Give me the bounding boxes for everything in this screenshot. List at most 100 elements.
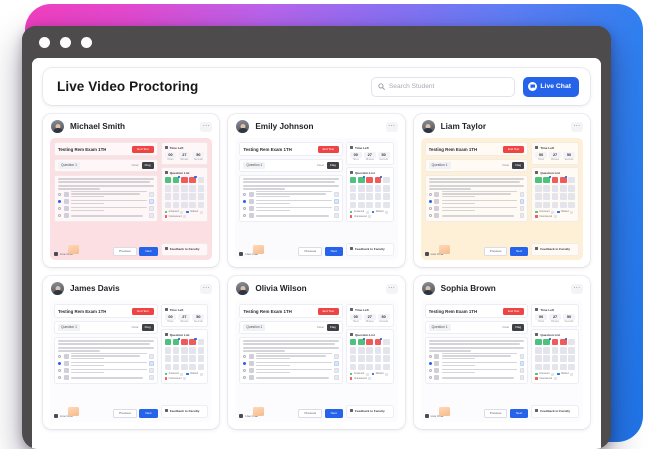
answer-option[interactable] (58, 375, 154, 381)
feedback-panel[interactable]: Feedback to Faculty (160, 243, 209, 256)
answer-option[interactable] (58, 368, 154, 374)
feedback-panel[interactable]: Feedback to Faculty (531, 405, 579, 418)
question-palette[interactable] (535, 176, 576, 209)
question-palette-cell-16[interactable] (535, 363, 542, 371)
answer-option[interactable] (428, 206, 525, 212)
question-palette-cell-6[interactable] (349, 346, 357, 354)
option-flag-icon[interactable] (334, 375, 339, 381)
clear-response-button[interactable]: Clear (316, 325, 324, 330)
window-minimize-dot[interactable] (60, 36, 71, 48)
option-flag-icon[interactable] (149, 213, 154, 219)
question-palette-cell-12[interactable] (172, 193, 180, 200)
question-palette-cell-3[interactable] (366, 176, 374, 184)
option-flag-icon[interactable] (334, 368, 339, 374)
question-palette-cell-9[interactable] (189, 346, 197, 354)
question-palette-cell-7[interactable] (543, 346, 551, 354)
clear-response-button[interactable]: Clear (502, 163, 510, 168)
question-palette-cell-20[interactable] (568, 201, 576, 209)
option-flag-icon[interactable] (149, 361, 154, 367)
exam-live-chat-button[interactable]: Live Chat (239, 414, 258, 418)
option-flag-icon[interactable] (149, 353, 154, 359)
answer-option[interactable] (243, 368, 339, 374)
question-palette-cell-8[interactable] (551, 346, 559, 354)
card-overflow-menu-button[interactable]: ⋯ (200, 283, 213, 294)
question-palette-cell-1[interactable] (164, 338, 172, 346)
end-test-button[interactable]: End Test (132, 307, 154, 315)
question-palette-cell-5[interactable] (568, 338, 576, 346)
question-palette[interactable] (349, 176, 390, 209)
option-flag-icon[interactable] (519, 191, 525, 197)
radio-icon[interactable] (58, 369, 61, 373)
question-palette-cell-14[interactable] (189, 193, 197, 200)
question-palette-cell-1[interactable] (535, 338, 542, 346)
question-palette-cell-4[interactable] (189, 338, 197, 346)
question-palette-cell-8[interactable] (366, 346, 374, 354)
card-overflow-menu-button[interactable]: ⋯ (570, 121, 583, 132)
radio-icon[interactable] (428, 214, 432, 218)
option-flag-icon[interactable] (519, 199, 525, 205)
answer-option[interactable] (58, 206, 154, 212)
radio-icon[interactable] (58, 207, 61, 211)
proctor-screen-share[interactable]: Testing Rem Exam 1TH End Test Question 1… (50, 300, 213, 422)
question-palette-cell-14[interactable] (374, 355, 382, 362)
question-palette-cell-15[interactable] (383, 193, 390, 200)
question-palette-cell-15[interactable] (197, 355, 205, 362)
question-palette-cell-5[interactable] (383, 176, 390, 184)
clear-response-button[interactable]: Clear (131, 163, 139, 168)
option-flag-icon[interactable] (519, 206, 525, 212)
question-palette-cell-12[interactable] (172, 355, 180, 362)
option-flag-icon[interactable] (149, 199, 154, 205)
feedback-panel[interactable]: Feedback to Faculty (531, 243, 579, 256)
previous-question-button[interactable]: Previous (298, 246, 323, 256)
option-flag-icon[interactable] (149, 375, 154, 381)
exam-live-chat-button[interactable]: Live Chat (424, 414, 443, 418)
question-palette-cell-19[interactable] (560, 201, 567, 209)
question-palette-cell-6[interactable] (349, 184, 357, 192)
flag-question-button[interactable]: Flag (512, 324, 525, 331)
radio-icon[interactable] (243, 362, 247, 366)
radio-icon[interactable] (428, 369, 432, 373)
question-palette-cell-9[interactable] (189, 184, 197, 192)
question-palette-cell-12[interactable] (358, 355, 365, 362)
question-palette-cell-20[interactable] (383, 363, 390, 371)
radio-icon[interactable] (428, 376, 432, 380)
question-palette-cell-8[interactable] (366, 184, 374, 192)
flag-question-button[interactable]: Flag (512, 162, 525, 169)
question-palette-cell-19[interactable] (560, 363, 567, 371)
radio-icon[interactable] (58, 362, 61, 366)
question-palette-cell-12[interactable] (543, 355, 551, 362)
question-palette-cell-4[interactable] (374, 176, 382, 184)
question-palette-cell-17[interactable] (358, 201, 365, 209)
question-palette-cell-11[interactable] (349, 355, 357, 362)
question-palette-cell-6[interactable] (164, 346, 172, 354)
question-palette-cell-8[interactable] (551, 184, 559, 192)
option-flag-icon[interactable] (519, 375, 525, 381)
answer-option[interactable] (243, 206, 339, 212)
previous-question-button[interactable]: Previous (483, 246, 508, 256)
radio-icon[interactable] (428, 200, 432, 204)
question-palette-cell-5[interactable] (568, 176, 576, 184)
previous-question-button[interactable]: Previous (298, 408, 323, 418)
question-palette-cell-9[interactable] (560, 346, 567, 354)
student-card-5[interactable]: Olivia Wilson ⋯ Testing Rem Exam 1TH End… (228, 276, 405, 429)
clear-response-button[interactable]: Clear (131, 325, 139, 330)
window-close-dot[interactable] (39, 36, 50, 48)
search-input[interactable] (388, 83, 508, 90)
proctor-screen-share[interactable]: Testing Rem Exam 1TH End Test Question 1… (420, 138, 583, 260)
question-palette-cell-13[interactable] (551, 355, 559, 362)
question-palette-cell-14[interactable] (560, 193, 567, 200)
option-flag-icon[interactable] (149, 206, 154, 212)
question-palette-cell-7[interactable] (172, 346, 180, 354)
end-test-button[interactable]: End Test (502, 307, 525, 315)
question-palette-cell-19[interactable] (189, 201, 197, 209)
question-palette-cell-17[interactable] (172, 363, 180, 371)
next-question-button[interactable]: Next (324, 408, 343, 418)
answer-option[interactable] (243, 213, 339, 219)
radio-icon[interactable] (243, 354, 247, 358)
answer-option[interactable] (428, 213, 525, 219)
question-palette-cell-4[interactable] (189, 176, 197, 184)
question-palette-cell-9[interactable] (374, 346, 382, 354)
flag-question-button[interactable]: Flag (326, 162, 339, 169)
question-palette-cell-16[interactable] (535, 201, 542, 209)
question-palette-cell-20[interactable] (197, 363, 205, 371)
